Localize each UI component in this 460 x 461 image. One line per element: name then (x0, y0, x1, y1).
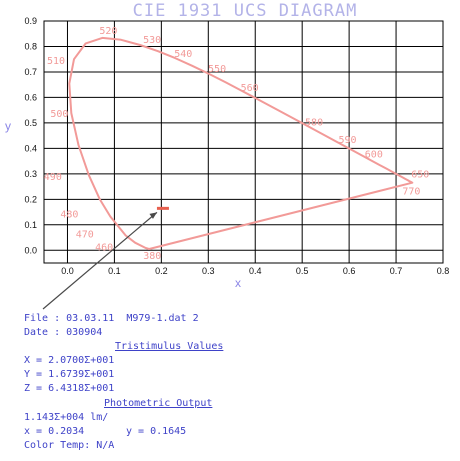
y-tick-label-6: 0.6 (24, 92, 37, 102)
color-temp-line: Color Temp: N/A (24, 439, 115, 451)
grid (43, 20, 444, 264)
x-tick-label-6: 0.6 (343, 266, 356, 276)
y-tick-label-1: 0.1 (24, 220, 37, 230)
y-tick-label-9: 0.9 (24, 16, 37, 26)
y-tick-label-8: 0.8 (24, 41, 37, 51)
y-tick-label-2: 0.2 (24, 194, 37, 204)
chart-title: CIE 1931 UCS DIAGRAM (133, 1, 358, 21)
wavelength-label-460: 460 (95, 243, 113, 254)
wavelength-label-520: 520 (99, 26, 117, 37)
y-tick-label-3: 0.3 (24, 169, 37, 179)
measurement-info-panel: File : 03.03.11 M979-1.dat 2 Date : 0309… (24, 312, 284, 453)
y-axis-label: y (5, 119, 11, 133)
pointer-arrow-head (149, 212, 157, 219)
wavelength-label-650: 650 (411, 169, 429, 180)
chromaticity-y: y = 0.1645 (126, 425, 187, 437)
x-tick-label-7: 0.7 (390, 266, 403, 276)
spectral-locus (68, 36, 414, 250)
wavelength-label-550: 550 (208, 64, 226, 75)
tristimulus-heading: Tristimulus Values (24, 340, 284, 354)
y-tick-label-5: 0.5 (24, 118, 37, 128)
tristimulus-y: Y = 1.6739Σ+001 (24, 369, 115, 381)
wavelength-label-480: 480 (60, 209, 78, 220)
wavelength-label-540: 540 (174, 49, 192, 60)
date-line: Date : 030904 (24, 327, 103, 339)
tristimulus-x: X = 2.0700Σ+001 (24, 355, 115, 367)
y-tick-label-4: 0.4 (24, 143, 37, 153)
tristimulus-z: Z = 6.4318Σ+001 (24, 383, 115, 395)
tristimulus-heading-text: Tristimulus Values (115, 341, 224, 353)
photometric-heading-text: Photometric Output (104, 397, 213, 409)
x-tick-label-1: 0.1 (108, 266, 121, 276)
wavelength-label-580: 580 (305, 117, 323, 128)
wavelength-label-770: 770 (402, 187, 420, 198)
x-tick-label-5: 0.5 (296, 266, 309, 276)
photometric-value: 1.143Σ+004 lm/ (24, 411, 109, 423)
wavelength-label-490: 490 (44, 172, 62, 183)
x-tick-label-2: 0.2 (155, 266, 168, 276)
wavelength-label-470: 470 (76, 230, 94, 241)
pointer-arrow-line (42, 211, 158, 310)
x-tick-label-4: 0.4 (249, 266, 262, 276)
x-tick-label-3: 0.3 (202, 266, 215, 276)
x-tick-label-0: 0.0 (61, 266, 74, 276)
wavelength-label-510: 510 (47, 56, 65, 67)
wavelength-label-500: 500 (50, 109, 68, 120)
y-tick-label-7: 0.7 (24, 67, 37, 77)
chromaticity-x: x = 0.2034 (24, 425, 85, 437)
wavelength-label-530: 530 (143, 35, 161, 46)
plot-frame (43, 20, 444, 264)
file-line: File : 03.03.11 M979-1.dat 2 (24, 313, 199, 324)
locus-line-0 (68, 36, 414, 250)
wavelength-label-380: 380 (143, 251, 161, 262)
wavelength-label-590: 590 (338, 135, 356, 146)
x-axis-label: x (235, 276, 241, 290)
wavelength-label-560: 560 (241, 83, 259, 94)
chromaticity-line: x = 0.2034 y = 0.1645 (24, 425, 284, 439)
wavelength-label-600: 600 (365, 149, 383, 160)
photometric-heading: Photometric Output (24, 397, 284, 411)
y-tick-label-0: 0.0 (24, 245, 37, 255)
x-tick-label-8: 0.8 (437, 266, 450, 276)
tick-labels: 0.0 0.1 0.2 0.3 0.4 0.5 0.6 0.7 0.8 0.0 0.1 0.2 0.3 0… (24, 16, 449, 276)
measured-point (42, 206, 169, 310)
